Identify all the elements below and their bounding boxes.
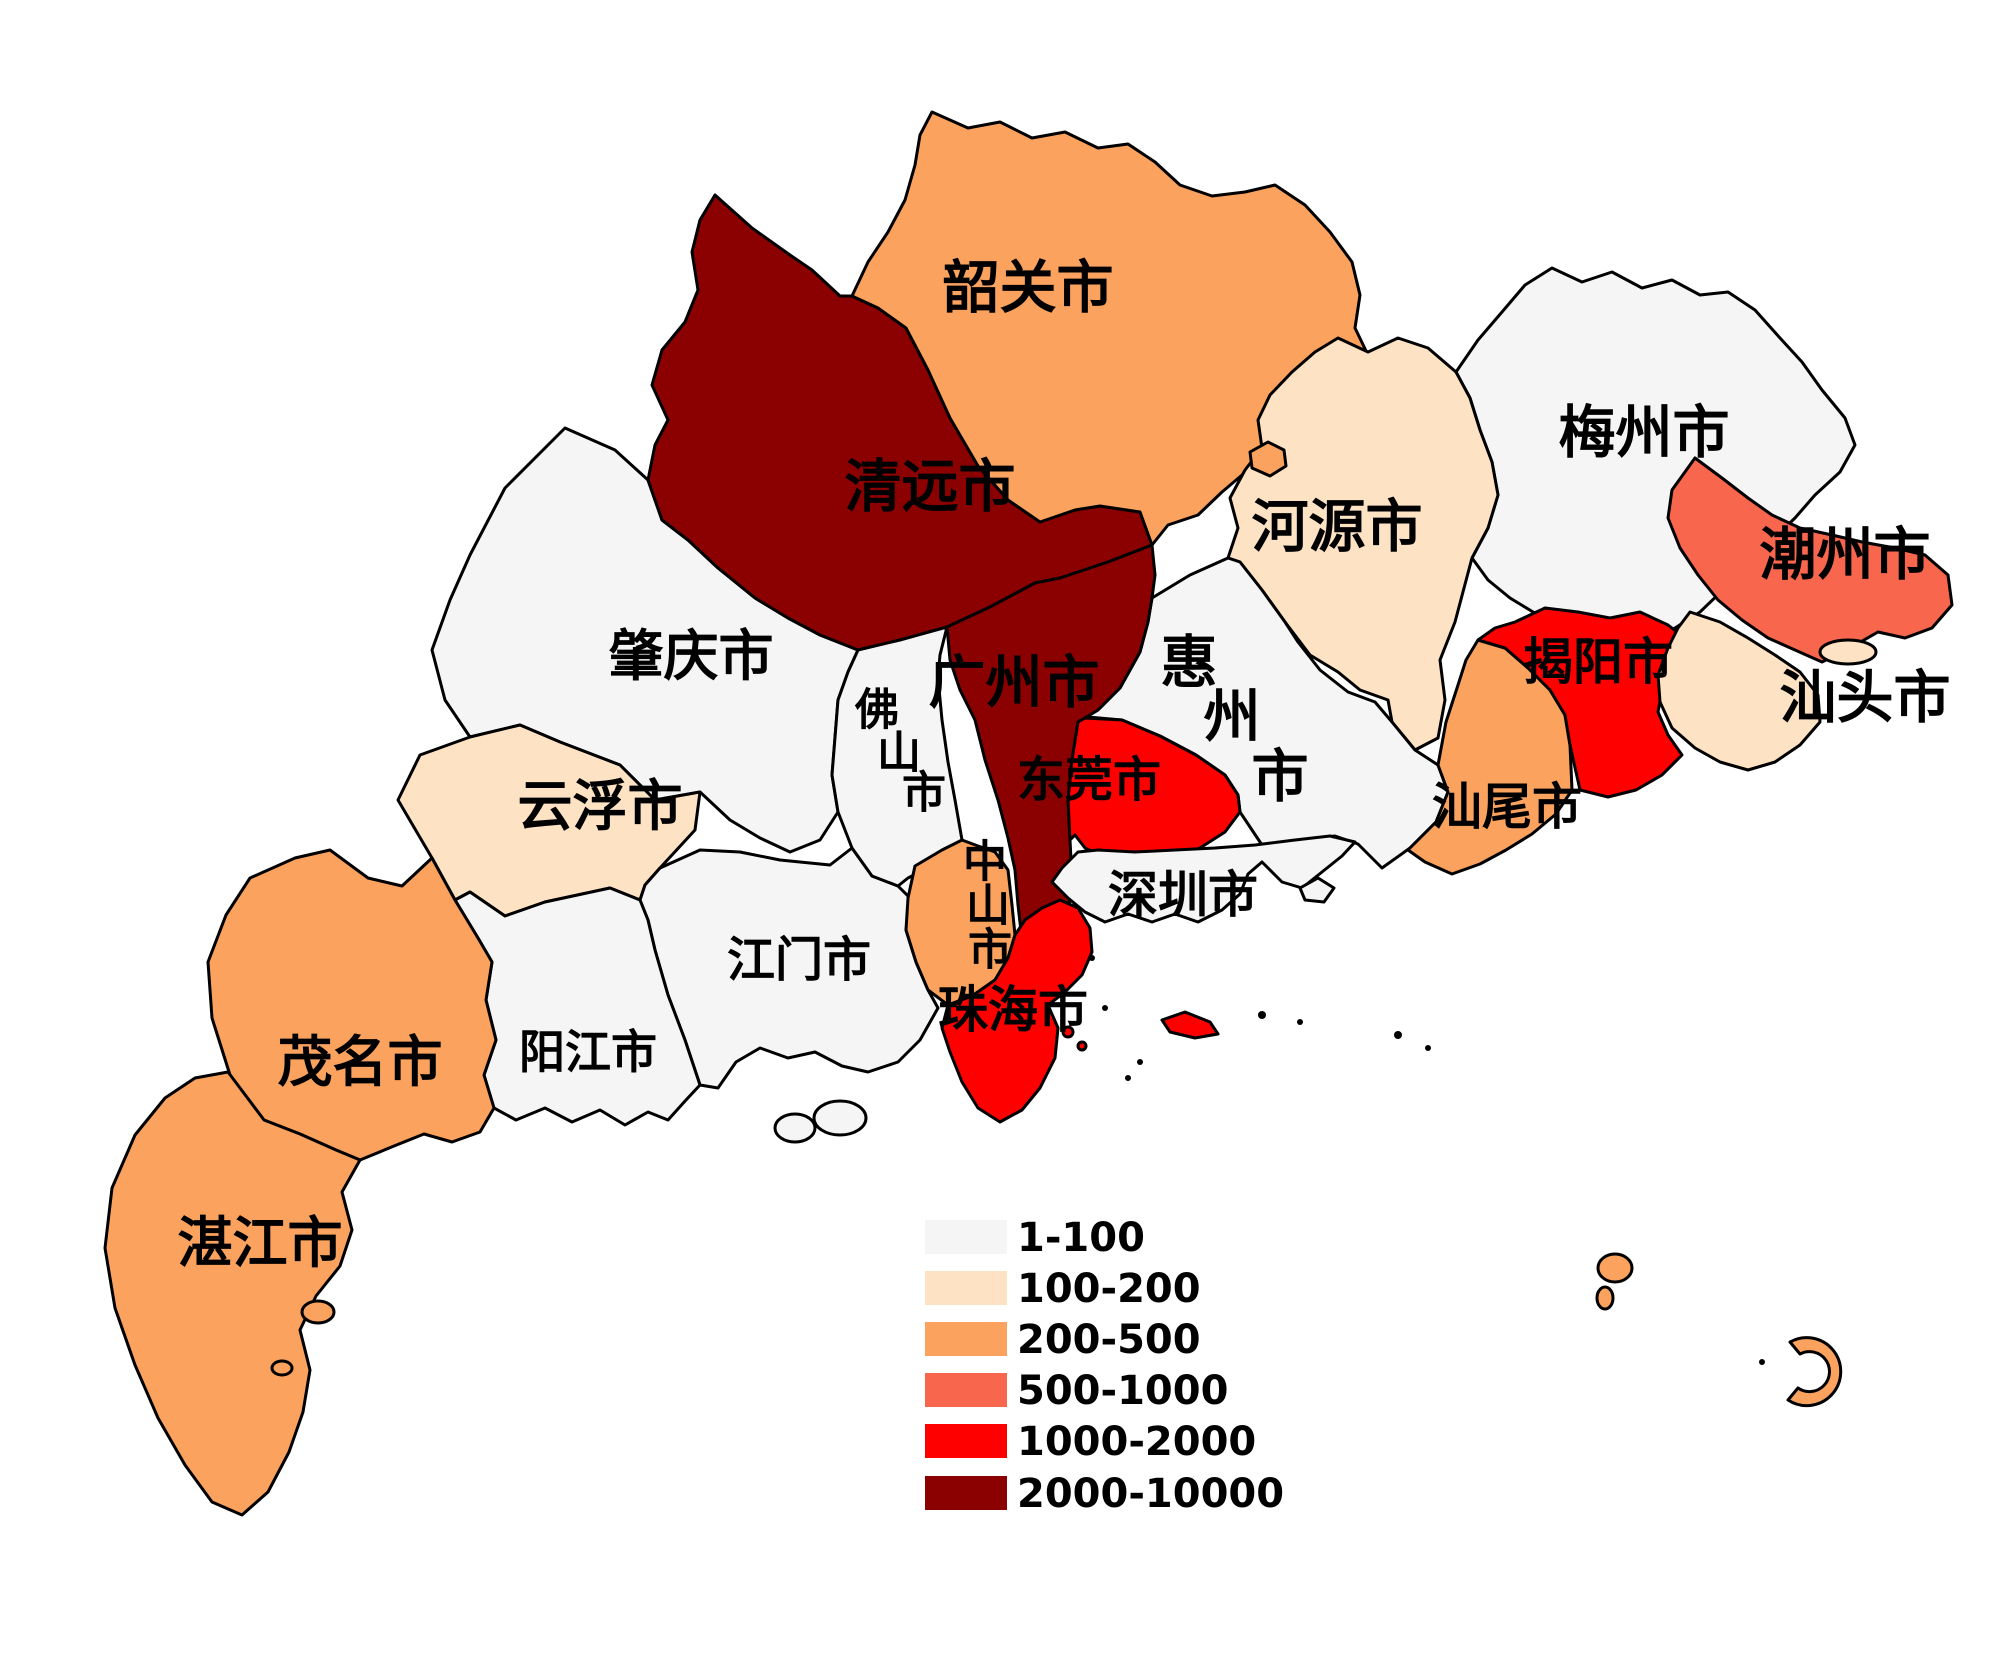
label-huizhou-char-2: 州 (1204, 684, 1261, 750)
label-yunfu: 云浮市 (517, 774, 682, 838)
label-foshan-char-3: 市 (902, 768, 946, 819)
coast-dot-2 (1102, 1005, 1108, 1011)
se-island-2 (1595, 1285, 1615, 1311)
region-chaozhou (1666, 456, 1954, 664)
label-jieyang: 揭阳市 (1523, 633, 1673, 691)
coast-dot-4 (1125, 1075, 1131, 1081)
zhanjiang-island-2 (270, 1359, 294, 1377)
label-zhongshan-char-2: 山 (966, 881, 1010, 932)
legend-swatch-4 (925, 1373, 1007, 1407)
jiangmen-island-1 (812, 1099, 868, 1137)
legend-label-6: 2000-10000 (1017, 1471, 1284, 1517)
coast-dot-1 (1089, 955, 1095, 961)
zhanjiang-island-1 (300, 1299, 336, 1325)
label-shantou: 汕头市 (1780, 665, 1951, 731)
label-zhongshan-char-1: 中 (963, 837, 1007, 888)
region-shantou (1656, 610, 1822, 772)
legend-swatch-6 (925, 1476, 1007, 1510)
label-shenzhen: 深圳市 (1108, 866, 1258, 924)
label-foshan-char-2: 山 (877, 728, 921, 779)
label-qingyuan: 清远市 (845, 454, 1016, 520)
label-dongguan: 东莞市 (1017, 752, 1161, 808)
shaoguan-enclave (1248, 440, 1288, 478)
legend-swatch-3 (925, 1322, 1007, 1356)
coast-dot-9 (1759, 1359, 1765, 1365)
label-yangjiang: 阳江市 (519, 1025, 657, 1079)
zhuhai-islet-strip (1160, 1010, 1220, 1040)
shantou-island (1818, 638, 1878, 666)
label-zhanjiang: 湛江市 (177, 1211, 342, 1275)
coast-dot-6 (1297, 1019, 1303, 1025)
zhuhai-islet-1 (1061, 1025, 1075, 1039)
label-shanwei: 汕尾市 (1432, 778, 1582, 836)
region-jieyang (1476, 606, 1692, 799)
shenzhen-islet (1298, 876, 1336, 904)
coast-dot-8 (1425, 1045, 1431, 1051)
legend-label-3: 200-500 (1017, 1317, 1201, 1363)
region-zhuhai (940, 898, 1094, 1124)
coast-dot-7 (1394, 1031, 1402, 1039)
se-island-1 (1596, 1252, 1634, 1284)
coast-dot-3 (1137, 1059, 1143, 1065)
coast-dot-5 (1258, 1011, 1266, 1019)
label-zhuhai: 珠海市 (938, 981, 1088, 1039)
legend-label-2: 100-200 (1017, 1266, 1201, 1312)
legend-swatch-1 (925, 1220, 1007, 1254)
label-jiangmen: 江门市 (727, 932, 871, 988)
se-atoll-island (1786, 1336, 1843, 1408)
jiangmen-island-2 (773, 1112, 817, 1144)
legend-swatch-2 (925, 1271, 1007, 1305)
label-maoming: 茂名市 (277, 1030, 442, 1094)
label-heyuan: 河源市 (1252, 494, 1423, 560)
label-shaoguan: 韶关市 (943, 255, 1114, 321)
legend-label-5: 1000-2000 (1017, 1419, 1256, 1465)
legend-label-4: 500-1000 (1017, 1368, 1228, 1414)
legend-swatch-5 (925, 1424, 1007, 1458)
label-zhaoqing: 肇庆市 (608, 624, 773, 688)
label-meizhou: 梅州市 (1559, 400, 1730, 466)
zhuhai-islet-2 (1076, 1040, 1088, 1052)
label-huizhou-char-1: 惠 (1161, 630, 1218, 696)
label-guangzhou: 广州市 (929, 650, 1100, 716)
label-zhongshan-char-3: 市 (968, 925, 1012, 976)
region-zhanjiang (103, 1070, 362, 1517)
legend: 1-100 100-200 200-500 500-1000 1000-2000… (925, 1215, 1284, 1517)
label-huizhou-char-3: 市 (1252, 744, 1309, 810)
legend-label-1: 1-100 (1017, 1215, 1145, 1261)
region-shenzhen (1050, 834, 1357, 924)
label-chaozhou: 潮州市 (1760, 522, 1931, 588)
label-foshan-char-1: 佛 (854, 685, 899, 736)
